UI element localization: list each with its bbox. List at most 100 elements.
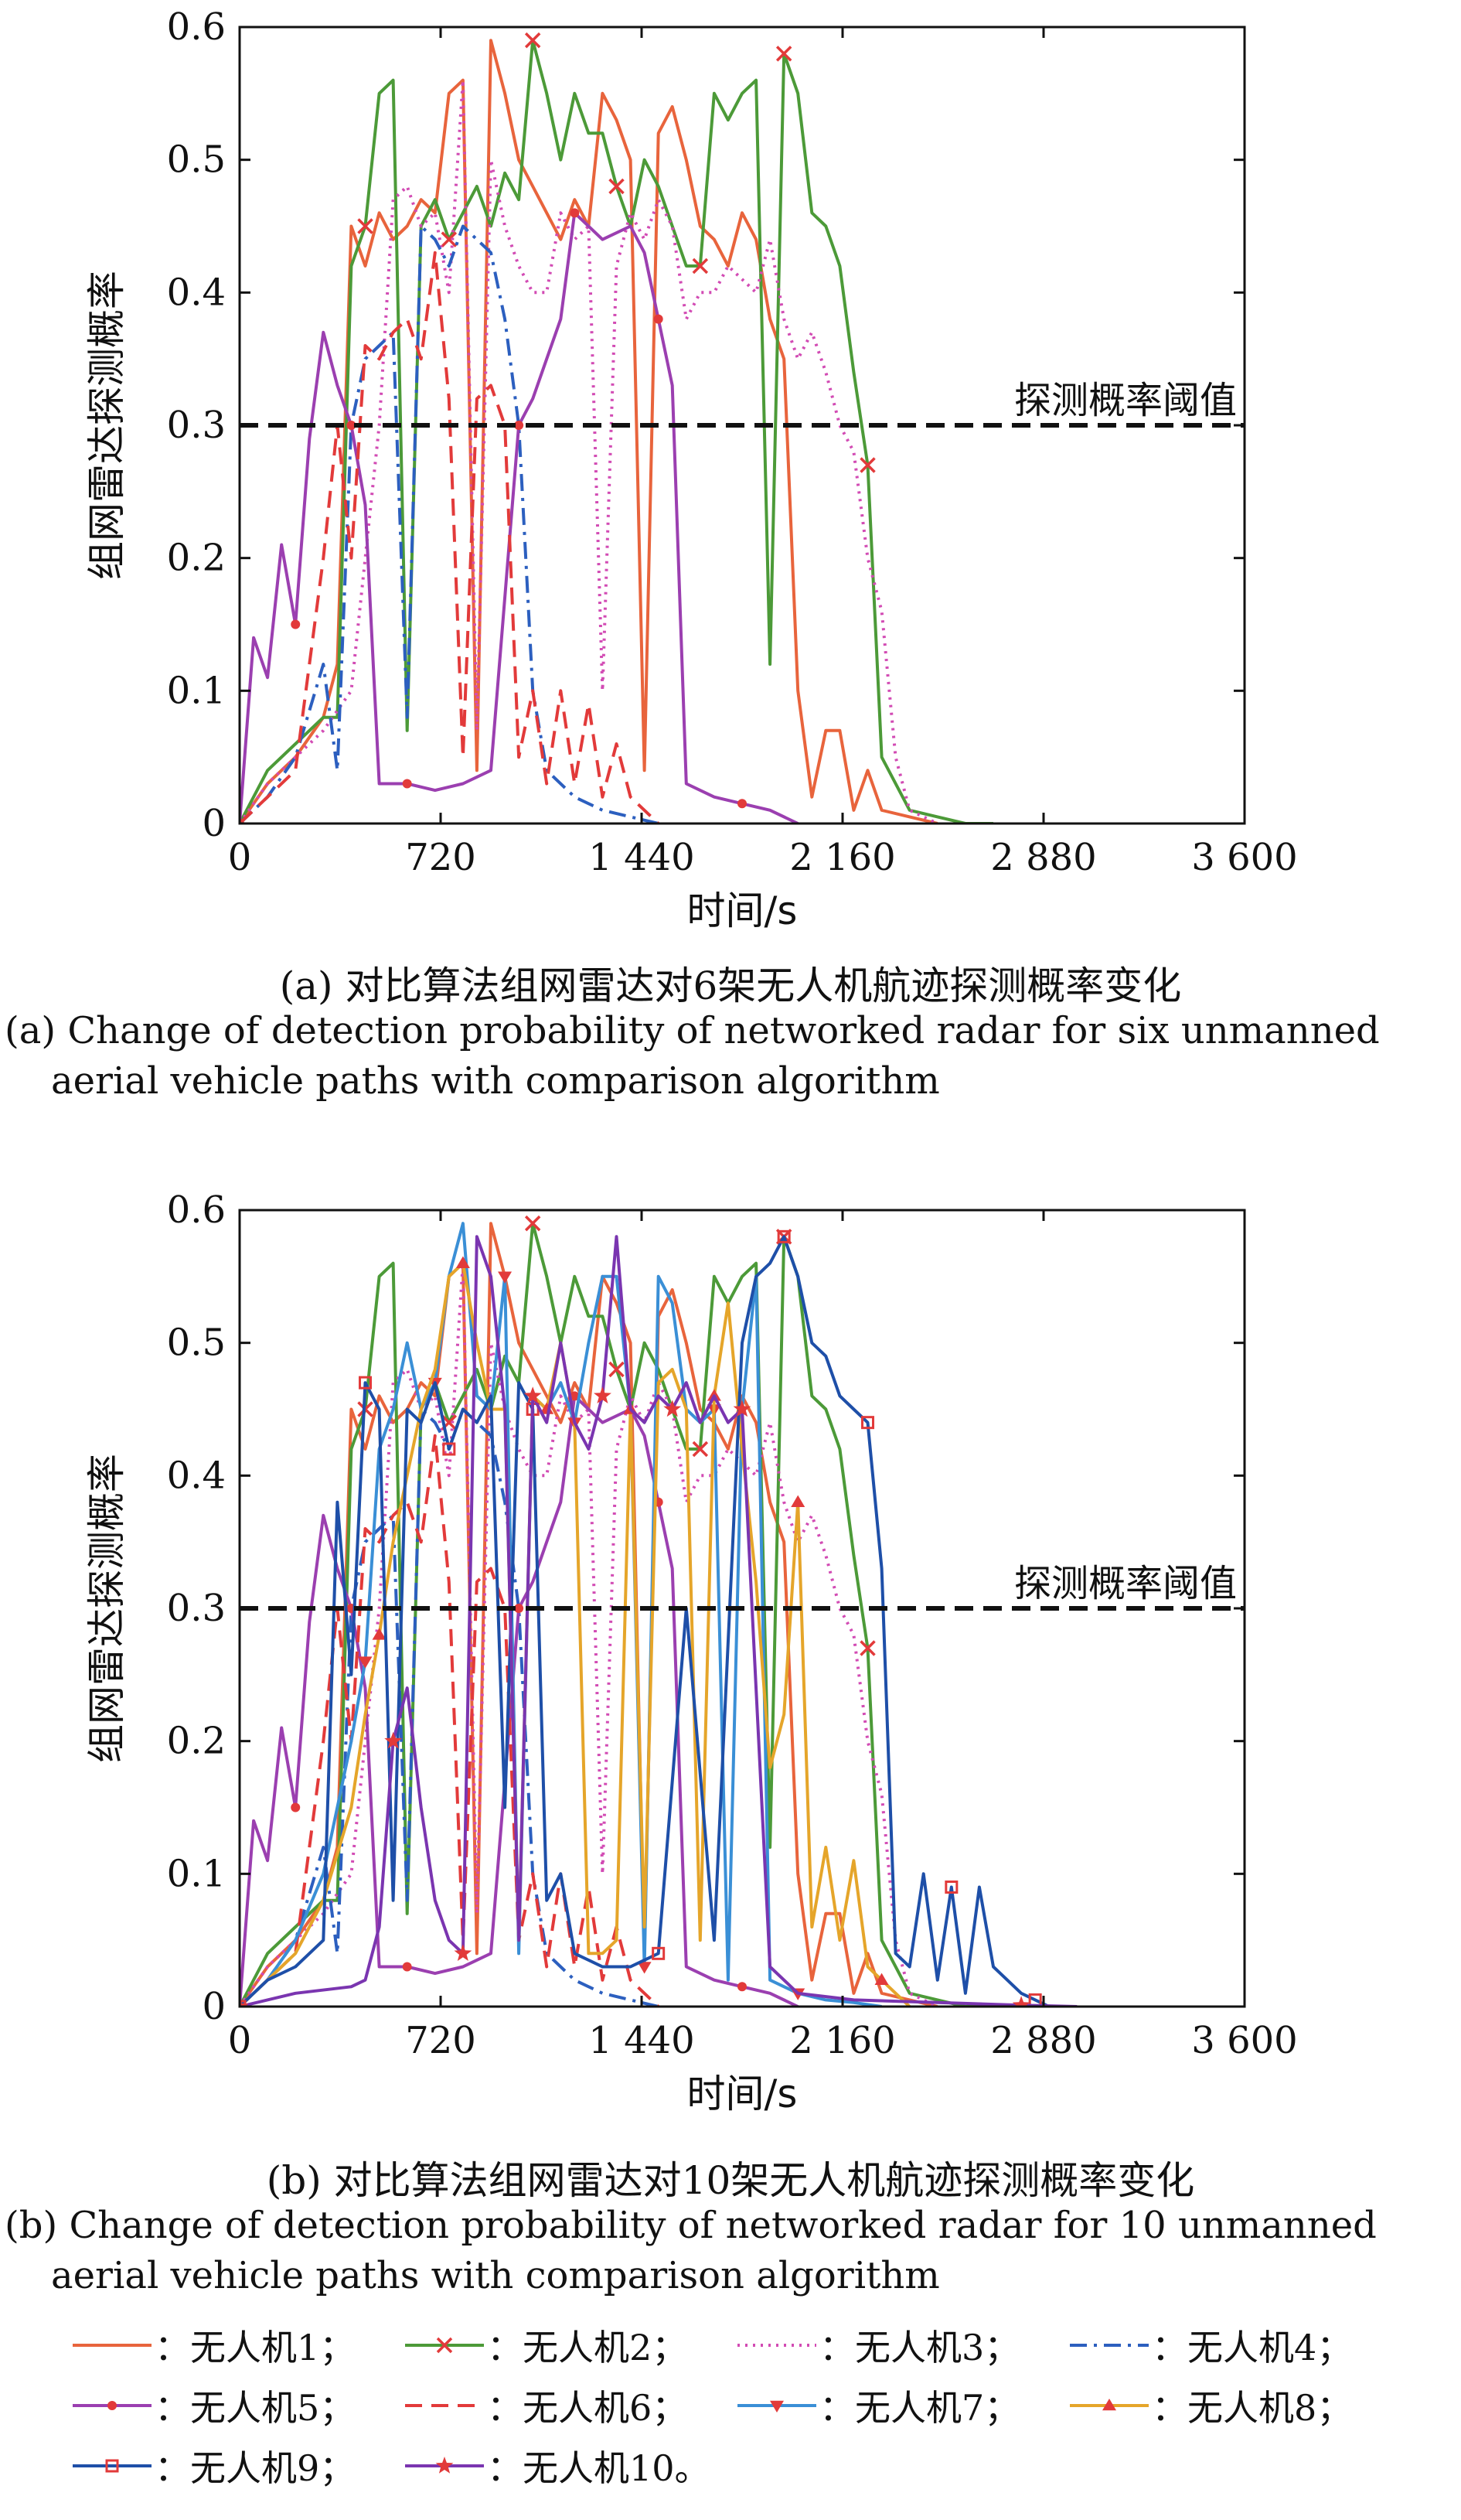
y-tick-label: 0	[202, 1985, 226, 2028]
caption-b-en-1: (b) Change of detection probability of n…	[5, 2204, 1377, 2247]
y-tick-label: 0.6	[167, 5, 226, 49]
y-tick-label: 0.2	[167, 537, 226, 580]
series-uav10-marker	[454, 1944, 472, 1961]
series-uav4-line	[240, 224, 659, 824]
series-uav5-marker	[291, 1802, 301, 1812]
legend-item-uav6: ：无人机6；	[402, 2380, 687, 2431]
legend-label: ：无人机1；	[155, 2327, 356, 2368]
legend-item-uav1: ：无人机1；	[70, 2320, 355, 2371]
series-uav2-marker	[692, 257, 709, 275]
series-uav1-line	[240, 39, 938, 824]
series-uav2-marker	[692, 1441, 709, 1458]
legend-item-uav4: ：无人机4；	[1067, 2320, 1352, 2371]
x-tick-label: 3 600	[1191, 836, 1297, 879]
series-uav1-line	[240, 1222, 938, 2007]
legend-label: ：无人机6；	[487, 2387, 688, 2429]
series-uav5-line	[240, 211, 799, 824]
series-uav2-markers	[240, 1215, 876, 2007]
legend-item-uav2: ：无人机2；	[402, 2320, 687, 2371]
legend-item-uav8: ：无人机8；	[1067, 2380, 1352, 2431]
series-uav3-line	[240, 78, 938, 824]
series-uav5-marker	[402, 1962, 412, 1972]
legend-item-uav10: ：无人机10。	[402, 2440, 710, 2491]
series-uav4-line	[240, 1407, 659, 2007]
legend-marker	[1102, 2399, 1116, 2411]
x-tick-label: 2 160	[789, 2019, 895, 2062]
legend-swatch	[737, 2344, 816, 2347]
series-uav2-line	[240, 1222, 993, 2007]
y-tick-label: 0.3	[167, 404, 226, 447]
series-uav9-marker	[442, 1442, 456, 1456]
series-uav9-marker	[861, 1416, 874, 1430]
y-tick-label: 0.3	[167, 1587, 226, 1630]
series-uav10-marker	[663, 1400, 682, 1417]
legend-swatch	[405, 2337, 484, 2354]
x-tick-label: 0	[228, 2019, 252, 2062]
y-tick-label: 0.1	[167, 669, 226, 712]
series-uav9-marker	[945, 1881, 959, 1894]
legend-swatch	[73, 2401, 152, 2410]
series-uav2-markers	[240, 32, 876, 824]
series-uav8-line	[240, 1261, 911, 2007]
series-uav8-marker	[874, 1973, 889, 1985]
y-tick-label: 0.6	[167, 1188, 226, 1232]
series-uav2-marker	[775, 46, 792, 62]
series-uav7-line	[240, 1222, 882, 2007]
legend-swatch	[405, 2404, 484, 2407]
series-uav5-marker	[402, 779, 412, 789]
series-uav9-marker	[359, 1376, 372, 1390]
series-uav2-marker	[608, 1361, 625, 1378]
y-tick-label: 0.4	[167, 1454, 226, 1497]
legend-swatch	[1070, 2344, 1149, 2347]
legend-label: ：无人机10。	[487, 2447, 710, 2489]
legend-label: ：无人机7；	[819, 2387, 1020, 2429]
series-uav5-line	[240, 1394, 799, 2007]
legend-marker	[770, 2400, 784, 2413]
series-uav9-marker	[652, 1946, 666, 1960]
y-tick-label: 0.1	[167, 1852, 226, 1895]
legend-label: ：无人机8；	[1152, 2387, 1353, 2429]
series-uav10-markers	[240, 1386, 1030, 2007]
series-uav5-marker	[737, 1982, 747, 1992]
legend-marker	[436, 2337, 453, 2354]
legend-marker	[107, 2401, 117, 2410]
y-tick-label: 0.4	[167, 271, 226, 314]
series-uav9-line	[240, 1235, 1051, 2007]
series-uav5-marker	[291, 619, 301, 629]
caption-b-en-2: aerial vehicle paths with comparison alg…	[51, 2254, 940, 2297]
chart-b: 探测概率阈值 0 720 1 440 2 160 2 880 3 600 0 0.1 0.2 0.3…	[84, 1188, 1298, 2116]
threshold-label: 探测概率阈值	[1014, 1562, 1237, 1605]
x-tick-label: 0	[228, 836, 252, 879]
series-uav7-marker	[498, 1271, 513, 1284]
legend-label: ：无人机3；	[819, 2327, 1020, 2368]
caption-b-zh: (b) 对比算法组网雷达对10架无人机航迹探测概率变化	[266, 2158, 1195, 2203]
caption-a-en-2: aerial vehicle paths with comparison alg…	[51, 1059, 940, 1103]
series-uav2-marker	[860, 457, 876, 473]
series-uav9-marker	[777, 1229, 791, 1243]
y-tick-label: 0.5	[167, 1321, 226, 1365]
series-uav7-marker	[637, 1962, 652, 1974]
legend-swatch	[1070, 2399, 1149, 2411]
x-tick-label: 1 440	[588, 2019, 694, 2062]
series-uav5-marker	[514, 1604, 524, 1613]
legend-swatch	[737, 2400, 816, 2413]
series-uav7-marker	[358, 1656, 373, 1669]
x-tick-label: 1 440	[588, 836, 694, 879]
legend-label: ：无人机5；	[155, 2387, 356, 2429]
legend-swatch	[73, 2344, 152, 2347]
caption-a-en-1: (a) Change of detection probability of n…	[5, 1009, 1380, 1052]
series-uav5-marker	[570, 208, 580, 218]
series-uav2-marker	[860, 1640, 876, 1656]
legend-item-uav3: ：无人机3；	[734, 2320, 1020, 2371]
series-uav2-marker	[357, 218, 373, 234]
legend-marker	[105, 2459, 119, 2473]
y-tick-label: 0.5	[167, 138, 226, 182]
series-uav5-marker	[514, 421, 524, 430]
chart-a: 探测概率阈值 0 720 1 440 2 160 2 880 3 600 0 0.1 0.2 0.3…	[84, 5, 1298, 933]
series-uav10-marker	[733, 1400, 751, 1417]
series-uav10-marker	[523, 1386, 542, 1403]
legend-label: ：无人机4；	[1152, 2327, 1353, 2368]
series-uav5-marker	[346, 421, 356, 430]
x-tick-label: 2 880	[990, 836, 1096, 879]
